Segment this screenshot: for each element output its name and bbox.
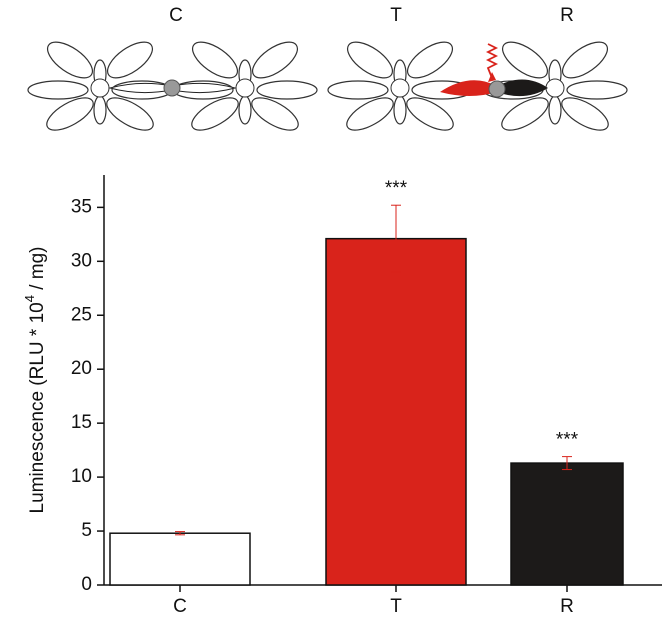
bar: [109, 532, 251, 586]
illustration-label: R: [560, 5, 574, 26]
y-axis-label-part: Luminescence (RLU * 10: [27, 302, 48, 513]
illustration-label: T: [390, 5, 402, 26]
x-tick-label: R: [560, 596, 574, 617]
chart: 0 5 10 15 20 25 30 35 Luminescence (RLU * 104 / …: [22, 175, 662, 617]
y-tick-label: 20: [71, 358, 92, 379]
significance-label: ***: [556, 430, 579, 451]
y-axis-label-part: / mg): [27, 246, 48, 295]
y-tick-label: 5: [81, 520, 92, 541]
y-tick-label: 15: [71, 412, 92, 433]
y-tick-label: 25: [71, 304, 92, 325]
y-tick-label: 30: [71, 250, 92, 271]
y-axis-label-part: 4: [22, 295, 37, 302]
bar: [510, 462, 624, 586]
y-tick-label: 10: [71, 466, 92, 487]
illustration: C T R: [27, 5, 628, 138]
significance-label: ***: [385, 178, 408, 199]
y-tick-label: 0: [81, 574, 92, 595]
illustration-label: C: [169, 5, 183, 26]
x-tick-label: C: [173, 596, 187, 617]
y-tick-label: 35: [71, 196, 92, 217]
x-tick-label: T: [390, 596, 402, 617]
bar: [325, 237, 467, 586]
y-axis-label: Luminescence (RLU * 104 / mg): [22, 246, 48, 513]
